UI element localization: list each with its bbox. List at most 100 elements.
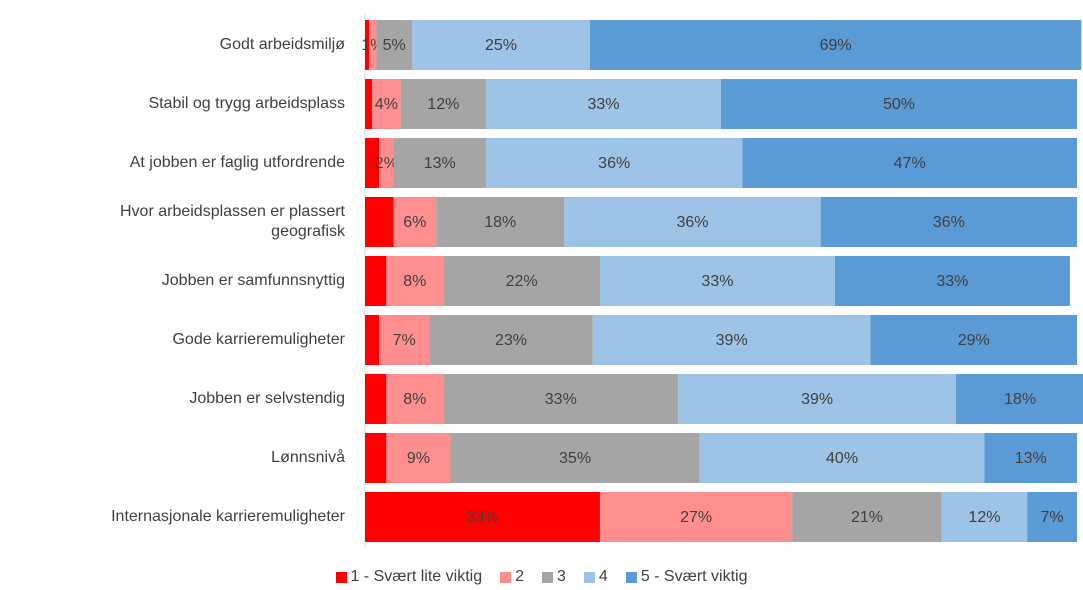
bar-segment [792, 492, 942, 542]
legend-swatch [583, 571, 595, 583]
category-label: Lønnsnivå [271, 449, 345, 466]
legend-item: 5 - Svært viktig [625, 568, 748, 586]
data-label: 7% [1041, 509, 1064, 526]
bar-segment [365, 79, 373, 129]
legend-swatch [625, 571, 637, 583]
bar-segment [379, 315, 430, 365]
data-label: 22% [506, 273, 538, 290]
legend-label: 2 [515, 568, 524, 585]
bar-segment [393, 197, 437, 247]
bar-segment [372, 79, 401, 129]
data-label: 36% [933, 214, 965, 231]
data-label: 29% [958, 332, 990, 349]
bar-segment [436, 197, 565, 247]
bar-segment [592, 315, 871, 365]
legend-swatch [542, 571, 553, 583]
data-label: 27% [680, 509, 712, 526]
bar-segment [589, 20, 1082, 70]
data-label: 23% [495, 332, 527, 349]
bar-segment [379, 138, 394, 188]
legend-item: 1 - Svært lite viktig [335, 568, 483, 586]
legend-label: 5 - Svært viktig [640, 568, 748, 585]
data-label: 50% [883, 96, 915, 113]
data-label: 25% [485, 37, 517, 54]
bar-segment [486, 79, 721, 129]
data-label: 8% [403, 391, 426, 408]
legend-swatch [500, 571, 512, 583]
bar-segment [365, 256, 387, 306]
bar-segment [599, 492, 793, 542]
bar-segment [369, 20, 377, 70]
data-label: 36% [677, 214, 709, 231]
data-label: 13% [1015, 450, 1047, 467]
data-label: 35% [559, 450, 591, 467]
data-label: 40% [826, 450, 858, 467]
legend-label: 3 [557, 568, 566, 585]
bar-segment [365, 138, 380, 188]
data-label: 69% [820, 37, 852, 54]
legend: 1 - Svært lite viktig 2 3 4 5 - Svært viktig [0, 568, 1083, 586]
bar-segment [870, 315, 1077, 365]
data-label: 4% [375, 96, 398, 113]
chart: 1%5% 25% 69%4% 12% 33% 50%2% 13% 36% 47%6% 18% 36%… [361, 14, 1083, 547]
bar-segment [365, 492, 600, 542]
bar-segment [721, 79, 1077, 129]
bar-segment [941, 492, 1028, 542]
data-label: 33% [936, 273, 968, 290]
bar-segment [486, 138, 743, 188]
data-label: 7% [393, 332, 416, 349]
category-label: Godt arbeidsmiljø [219, 36, 345, 53]
data-label: 33% [701, 273, 733, 290]
category-label: Jobben er selvstendig [189, 390, 345, 407]
category-label: Jobben er samfunnsnyttig [161, 272, 345, 289]
data-label: 39% [801, 391, 833, 408]
data-label: 21% [851, 509, 883, 526]
data-label: 33% [545, 391, 577, 408]
category-label: Stabil og trygg arbeidsplass [148, 95, 345, 112]
data-label: 33% [588, 96, 620, 113]
category-label: Gode karrieremuligheter [172, 331, 345, 348]
data-label: 5% [383, 37, 406, 54]
bar-segment [599, 256, 835, 306]
data-label: 36% [598, 155, 630, 172]
data-label: 33% [466, 509, 498, 526]
bar-segment [365, 197, 394, 247]
bar-segment [443, 374, 679, 424]
bar-segment [450, 433, 700, 483]
data-label: 39% [716, 332, 748, 349]
bar-segment [365, 374, 387, 424]
bar-segment [564, 197, 821, 247]
data-label: 18% [1004, 391, 1036, 408]
category-label: At jobben er faglig utfordrende [129, 154, 345, 171]
data-label: 12% [968, 509, 1000, 526]
bar-segment [393, 138, 487, 188]
bar-segment [365, 433, 387, 483]
legend-label: 1 - Svært lite viktig [350, 568, 483, 585]
bar-segment [376, 20, 412, 70]
data-label: 6% [403, 214, 426, 231]
legend-label: 4 [598, 568, 608, 585]
bar-segment [411, 20, 590, 70]
bar-segment [955, 374, 1083, 424]
category-label: Internasjonale karrieremuligheter [111, 508, 345, 525]
legend-item: 4 [583, 568, 608, 586]
data-label: 2% [375, 155, 398, 172]
bar-segment [443, 256, 600, 306]
bar-segment [678, 374, 956, 424]
legend-item: 3 [542, 568, 566, 586]
data-label: 12% [427, 96, 459, 113]
bar-segment [742, 138, 1077, 188]
bar-segment [699, 433, 985, 483]
data-label: 47% [894, 155, 926, 172]
bar-segment [1027, 492, 1077, 542]
data-label: 9% [407, 450, 430, 467]
bar-segment [429, 315, 593, 365]
data-label: 18% [484, 214, 516, 231]
bar-segment [386, 374, 444, 424]
bar-segment [386, 433, 451, 483]
category-label: Hvor arbeidsplassen er plassert geografi… [120, 203, 345, 240]
bar-segment [365, 315, 380, 365]
legend-item: 2 [500, 568, 524, 586]
bar-segment [365, 20, 370, 70]
